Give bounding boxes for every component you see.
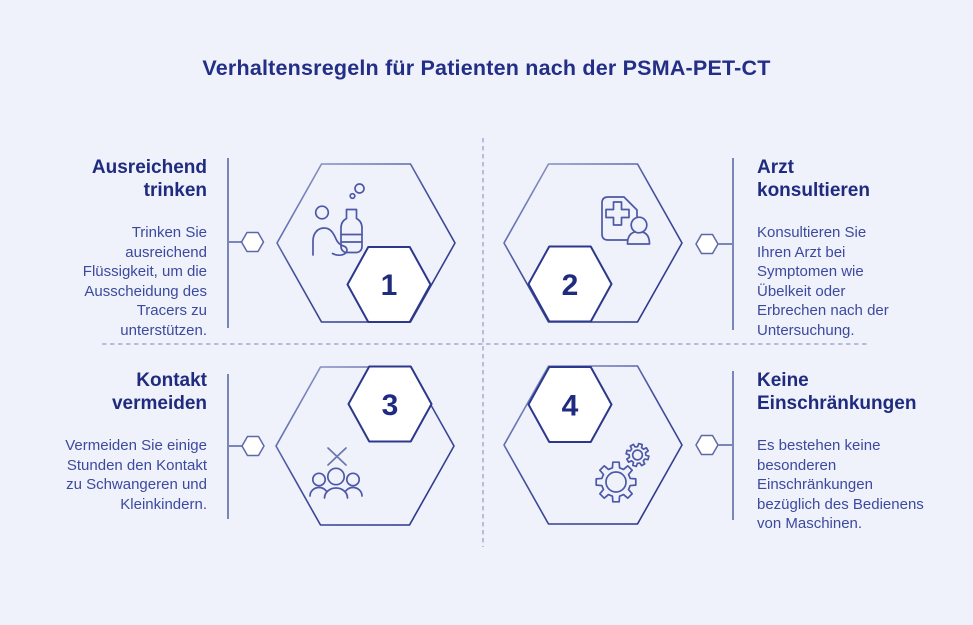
step-3-text-block: Kontakt vermeiden Vermeiden Sie einige S… <box>55 369 207 514</box>
step-3-body: Vermeiden Sie einige Stunden den Kontakt… <box>65 437 207 513</box>
step-2-small-hexagon <box>695 233 719 255</box>
step-3-hexagon-cluster: 3 <box>228 365 455 526</box>
step-2-number: 2 <box>562 269 579 302</box>
page-title: Verhaltensregeln für Patienten nach der … <box>202 56 771 80</box>
step-2-text-block: Arzt konsultieren Konsultieren Sie Ihren… <box>757 156 907 340</box>
step-4-hexagon-cluster: 4 <box>503 365 733 525</box>
step-4-small-hexagon <box>695 434 719 456</box>
medical-report-person-icon <box>601 196 651 245</box>
person-drinking-bottle-icon <box>312 183 365 257</box>
step-1-text-block: Ausreichend trinken Trinken Sie ausreich… <box>55 156 207 340</box>
step-1-body: Trinken Sie ausreichend Flüssigkeit, um … <box>82 224 207 339</box>
step-4-body: Es bestehen keine besonderen Einschränku… <box>757 437 924 532</box>
step-4-number: 4 <box>562 390 579 423</box>
step-3-heading: Kontakt vermeiden <box>111 370 207 414</box>
step-3-number: 3 <box>382 389 399 422</box>
step-3-small-hexagon <box>241 435 265 457</box>
step-3-big-hexagon <box>275 366 455 526</box>
step-1-number: 1 <box>381 269 398 302</box>
step-2-hexagon-cluster: 2 <box>503 163 733 323</box>
step-2-heading: Arzt konsultieren <box>757 157 870 201</box>
step-1-hexagon-cluster: 1 <box>228 163 456 323</box>
step-4-big-hexagon <box>503 365 683 525</box>
step-2-number-hexagon <box>527 245 613 323</box>
step-3-number-hexagon <box>347 365 433 443</box>
avoid-contact-group-icon <box>309 447 363 499</box>
step-4-text-block: Keine Einschränkungen Es bestehen keine … <box>757 369 932 534</box>
machine-gears-icon <box>596 441 651 502</box>
step-4-heading: Keine Einschränkungen <box>757 370 917 414</box>
step-1-small-hexagon <box>240 231 265 253</box>
step-2-body: Konsultieren Sie Ihren Arzt bei Symptome… <box>757 224 889 339</box>
step-1-heading: Ausreichend trinken <box>91 157 207 201</box>
step-4-number-hexagon <box>527 366 613 443</box>
step-1-number-hexagon <box>346 246 432 323</box>
step-1-big-hexagon <box>276 163 456 323</box>
